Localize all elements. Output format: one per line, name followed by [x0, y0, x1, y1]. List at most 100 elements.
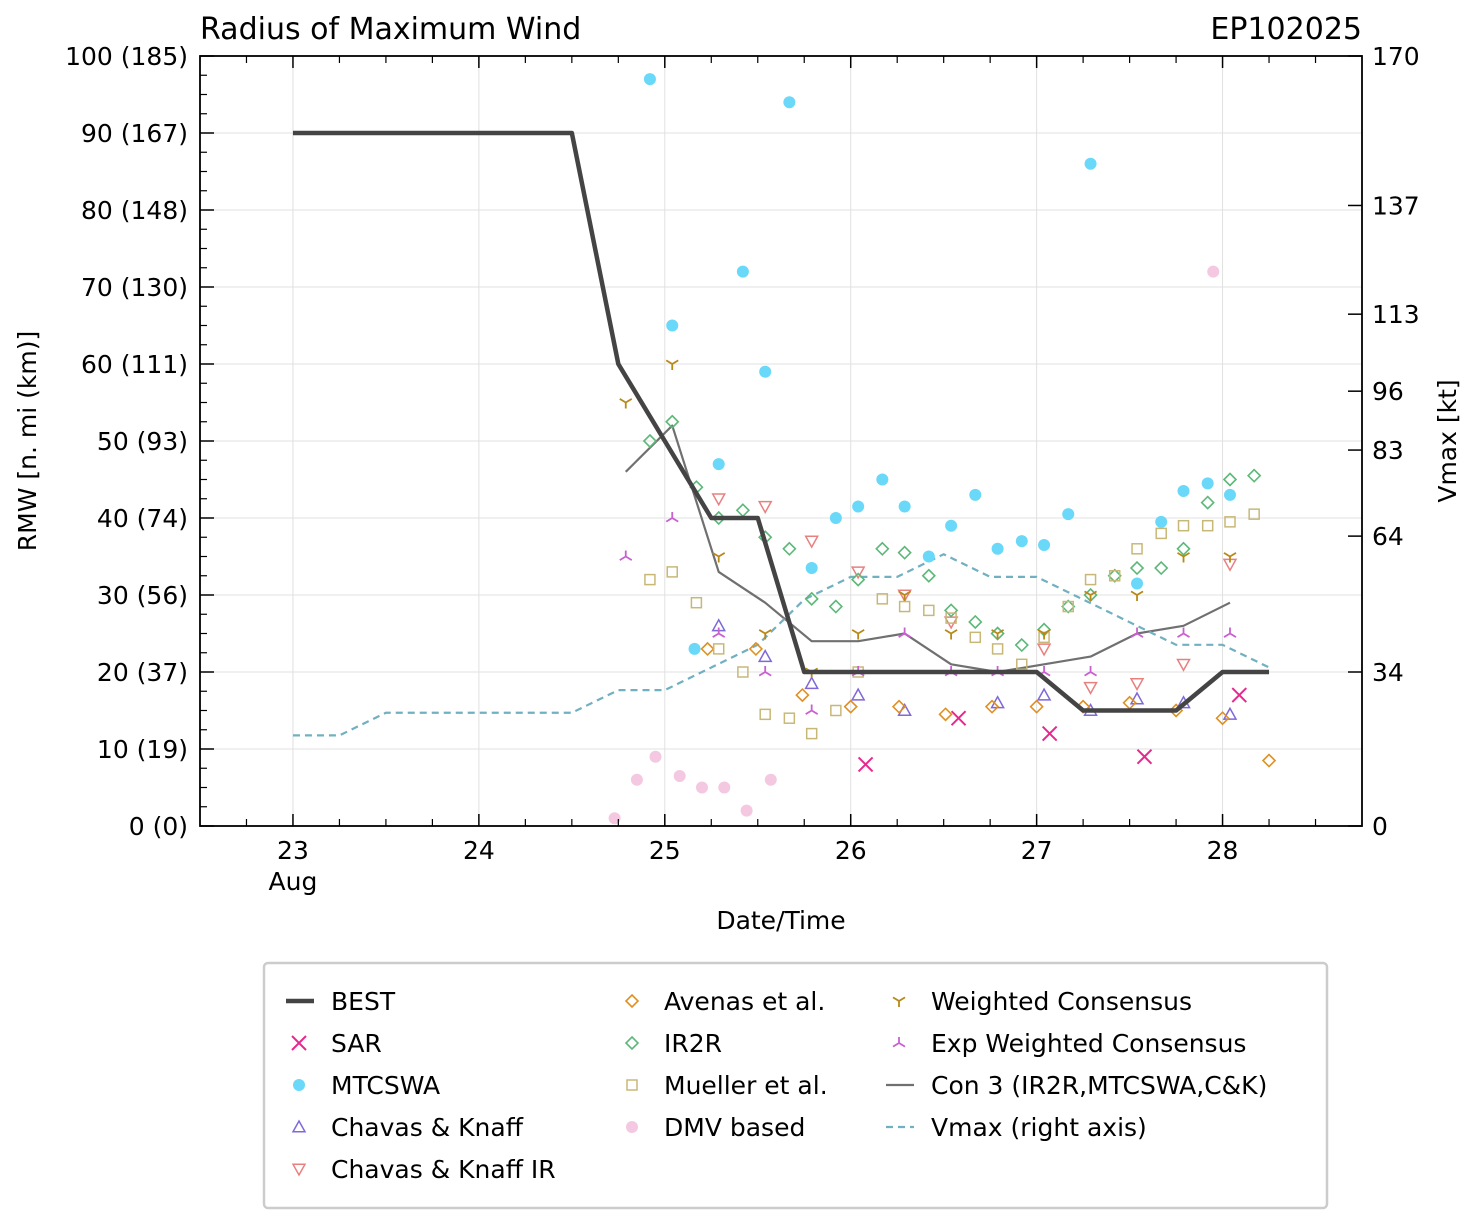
legend-item-chavas-knaff-ir: Chavas & Knaff IR [291, 1155, 556, 1184]
x-tick-sublabel: Aug [269, 867, 318, 896]
point-chavas-knaff-ir-shape [1129, 678, 1145, 692]
point-ir2r-shape [642, 433, 658, 449]
point-dmv-based-shape [740, 804, 753, 817]
point-mtcswa-shape [643, 73, 656, 86]
point-avenas-et-al [891, 699, 907, 714]
storm-id: EP102025 [1210, 12, 1362, 47]
point-chavas-knaff-ir-shape [757, 500, 773, 514]
point-mtcswa-shape [991, 542, 1004, 555]
legend-item-dmv-based: DMV based [626, 1113, 805, 1142]
point-exp-weighted-consensus-shape [898, 627, 912, 638]
point-mtcswa-shape [1201, 477, 1214, 490]
legend-swatch-marker [892, 1037, 906, 1048]
point-mueller-et-al-shape [1224, 516, 1236, 528]
point-chavas-knaff-shape [757, 649, 773, 663]
legend-item-avenas-et-al: Avenas et al. [624, 987, 825, 1016]
point-chavas-knaff-shape [1129, 691, 1145, 705]
point-mtcswa [666, 319, 679, 332]
point-dmv-based [764, 773, 777, 786]
series-line-vmax-right-axis [292, 553, 1270, 737]
point-avenas-et-al-shape [891, 699, 907, 714]
point-weighted-consensus-shape [712, 552, 726, 563]
y-tick-label: 90 (167) [81, 119, 188, 148]
point-chavas-knaff-shape [804, 676, 819, 690]
point-avenas-et-al [748, 641, 764, 657]
point-avenas-et-al-shape [1215, 711, 1230, 726]
point-dmv-based [608, 812, 621, 825]
point-weighted-consensus-shape [851, 629, 865, 640]
point-mtcswa-shape [1155, 515, 1168, 528]
point-weighted-consensus [1177, 552, 1190, 563]
point-mtcswa [876, 473, 889, 486]
point-weighted-consensus-shape [665, 359, 679, 370]
point-mtcswa-shape [829, 512, 842, 524]
point-mtcswa-shape [969, 488, 982, 501]
legend-label: Avenas et al. [664, 987, 825, 1016]
point-mueller-et-al-shape [945, 612, 957, 624]
point-avenas-et-al [938, 707, 953, 722]
point-chavas-knaff-ir [850, 566, 866, 580]
point-mueller-et-al-shape [1201, 519, 1214, 532]
point-avenas-et-al-shape [748, 641, 764, 657]
point-ir2r-shape [968, 614, 983, 630]
point-ir2r-shape [735, 503, 751, 518]
point-chavas-knaff-shape [1036, 687, 1052, 701]
series-mtcswa [643, 73, 1236, 655]
point-exp-weighted-consensus [665, 512, 679, 523]
point-ir2r [735, 503, 751, 518]
point-ir2r-shape [1107, 568, 1122, 583]
point-mtcswa-shape [666, 319, 679, 332]
y-tick-label: 70 (130) [81, 273, 188, 302]
point-dmv-based [673, 769, 686, 782]
legend-label: Chavas & Knaff IR [331, 1155, 556, 1184]
point-ir2r-shape [1154, 560, 1169, 576]
point-dmv-based-shape [695, 781, 708, 794]
point-mueller-et-al [1038, 631, 1050, 644]
point-sar [950, 710, 967, 726]
point-mueller-et-al [644, 573, 656, 586]
series-line-best [292, 130, 1270, 713]
point-exp-weighted-consensus-shape [1130, 627, 1144, 638]
point-mtcswa [736, 265, 749, 278]
point-mueller-et-al [898, 600, 911, 613]
point-mtcswa [1038, 538, 1051, 551]
point-weighted-consensus [1084, 590, 1098, 601]
point-sar [857, 756, 874, 773]
point-chavas-knaff-shape [850, 687, 866, 701]
point-sar [1136, 748, 1153, 765]
x-axis-label: Date/Time [716, 906, 845, 935]
point-mtcswa [898, 500, 911, 513]
point-exp-weighted-consensus [619, 550, 633, 561]
point-mueller-et-al-shape [783, 712, 796, 724]
point-weighted-consensus [898, 590, 912, 601]
legend-label: Chavas & Knaff [331, 1113, 524, 1142]
point-chavas-knaff-ir [1036, 643, 1052, 657]
x-tick-label: 24 [463, 836, 495, 865]
point-mtcswa [783, 96, 796, 109]
legend-swatch-marker-shape [624, 993, 640, 1009]
x-tick-label: 28 [1207, 836, 1239, 865]
point-avenas-et-al-shape [843, 699, 858, 714]
series-line-con-3-ir2r-mtcswa-c-k [624, 424, 1231, 674]
point-dmv-based-shape [673, 769, 686, 782]
point-mueller-et-al-shape [1038, 631, 1050, 644]
point-ir2r-shape [851, 572, 866, 587]
point-exp-weighted-consensus-shape [758, 666, 772, 677]
point-sar-shape [950, 710, 967, 726]
point-mtcswa [1084, 157, 1097, 170]
point-mueller-et-al [690, 596, 703, 609]
point-exp-weighted-consensus-shape [1223, 627, 1237, 638]
point-sar-shape [857, 756, 874, 773]
point-mueller-et-al-shape [923, 604, 935, 617]
point-mtcswa-shape [805, 562, 818, 575]
legend-label: DMV based [664, 1113, 805, 1142]
point-dmv-based-shape [630, 773, 643, 786]
y2-tick-label: 137 [1372, 191, 1420, 220]
point-avenas-et-al-shape [700, 641, 715, 657]
point-exp-weighted-consensus [1130, 627, 1144, 638]
point-ir2r [1014, 637, 1029, 653]
y-tick-label: 10 (19) [97, 735, 188, 764]
y-tick-label: 20 (37) [97, 658, 188, 687]
y-axis-label: RMW [n. mi (km)] [13, 331, 42, 551]
legend-item-best: BEST [286, 987, 396, 1016]
